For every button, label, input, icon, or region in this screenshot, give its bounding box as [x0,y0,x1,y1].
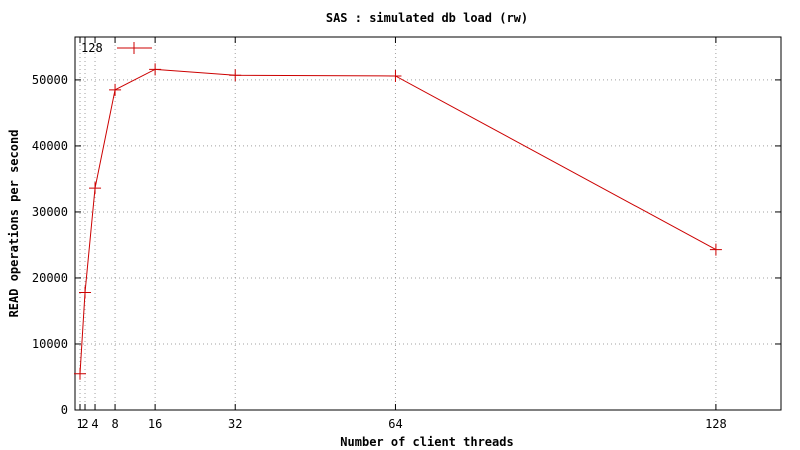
data-point [89,182,102,195]
x-tick-label: 4 [91,417,98,431]
data-point [74,367,87,380]
x-tick-label: 16 [148,417,162,431]
plot-frame [74,36,782,411]
y-tick-label: 40000 [32,139,68,153]
data-point [149,63,162,76]
x-tick-label: 2 [81,417,88,431]
chart-title: SAS : simulated db load (rw) [326,11,528,25]
data-point [389,69,402,82]
x-tick-label: 1 [76,417,83,431]
y-tick-label: 20000 [32,271,68,285]
legend-marker [128,42,140,54]
series-layer [74,63,722,380]
grid-lines [75,37,781,410]
data-point [79,286,92,299]
y-tick-label: 30000 [32,205,68,219]
data-point [229,69,242,82]
x-tick-label: 64 [388,417,402,431]
x-axis-label: Number of client threads [340,435,513,449]
data-point [709,243,722,256]
data-point [109,83,122,96]
y-axis-label: READ operations per second [7,130,21,318]
x-tick-label: 32 [228,417,242,431]
y-tick-label: 10000 [32,337,68,351]
x-tick-label: 8 [111,417,118,431]
x-tick-label: 128 [705,417,727,431]
y-tick-label: 0 [61,403,68,417]
axis-ticks: 0 10000 20000 30000 40000 50000 12 4 8 16 32 64 128 [32,37,781,431]
y-tick-label: 50000 [32,73,68,87]
legend-label: 128 [81,41,103,55]
legend: 128 [81,41,152,55]
series-line [79,68,717,374]
